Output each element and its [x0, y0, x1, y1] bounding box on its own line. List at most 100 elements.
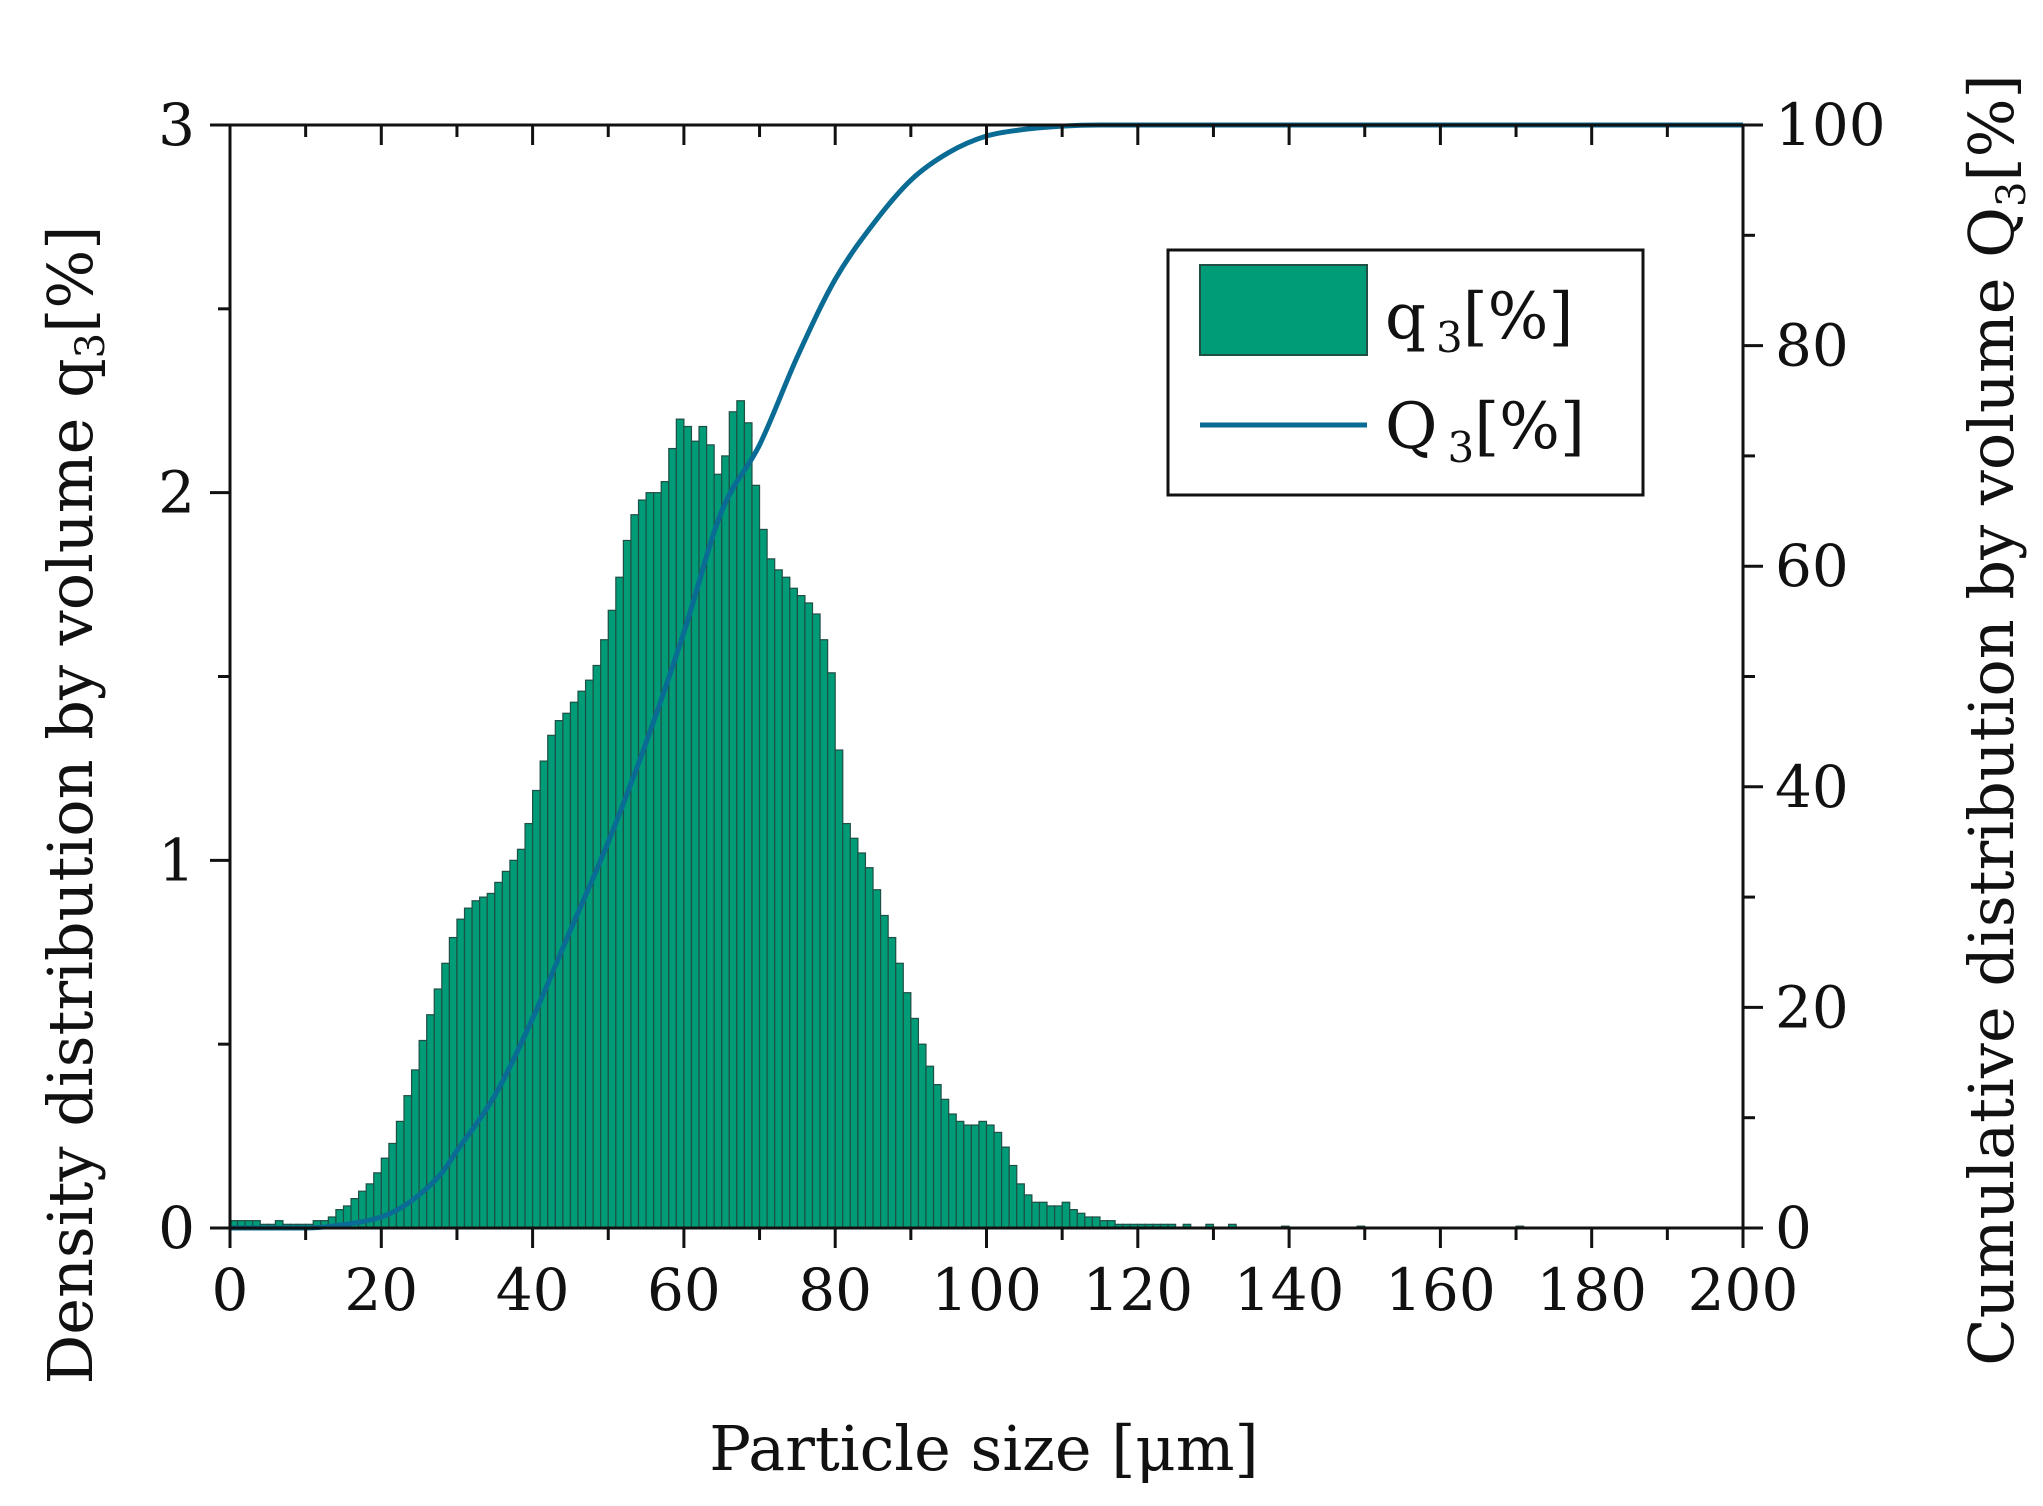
histogram-bar — [902, 992, 912, 1229]
histogram-bar — [486, 892, 496, 1229]
histogram-bar — [554, 720, 564, 1229]
histogram-bar — [978, 1120, 988, 1229]
histogram-bar — [887, 936, 897, 1229]
histogram-bar — [940, 1098, 950, 1229]
histogram-bar — [705, 444, 715, 1229]
x-axis-ticks: 0 20 40 60 80 100 120 140 160 180 200 — [212, 1228, 1799, 1324]
x-tick-label: 120 — [1082, 1256, 1193, 1324]
right-y-axis-title: Cumulative distribution by volume Q3[%] — [1955, 74, 2035, 1365]
histogram-bar — [796, 595, 806, 1229]
histogram-bar — [448, 936, 458, 1229]
histogram-bar — [864, 867, 874, 1229]
histogram-bar — [766, 558, 776, 1229]
right-tick-label: 60 — [1775, 532, 1849, 600]
histogram-bar — [993, 1131, 1003, 1229]
x-tick-label: 160 — [1385, 1256, 1496, 1324]
histogram-bar — [479, 896, 488, 1229]
histogram-bar — [955, 1120, 965, 1229]
histogram-bar — [948, 1113, 957, 1229]
right-y-axis-ticks: 0 20 40 60 80 100 — [1743, 91, 1886, 1262]
cumulative-line-path — [229, 122, 1743, 1231]
right-tick-label: 20 — [1775, 973, 1849, 1041]
histogram-bar — [690, 440, 700, 1229]
histogram-bar — [849, 837, 859, 1229]
histogram-bar — [501, 870, 511, 1229]
legend-label-q3: q 3[%] — [1385, 280, 1573, 362]
histogram-bar — [819, 639, 829, 1229]
legend: q 3[%] Q 3[%] — [1166, 248, 1645, 497]
histogram-bar — [441, 962, 450, 1229]
histogram-bar — [418, 1039, 428, 1229]
histogram-bar — [630, 514, 640, 1229]
histogram-bar — [827, 672, 836, 1229]
histogram-bar — [1076, 1212, 1086, 1229]
x-tick-label: 40 — [496, 1256, 570, 1324]
histogram-bar — [789, 587, 798, 1229]
x-tick-label: 60 — [647, 1256, 721, 1324]
histogram-bar — [410, 1069, 420, 1229]
histogram-bar — [569, 701, 579, 1229]
right-tick-label: 40 — [1775, 753, 1849, 821]
histogram-bar — [683, 425, 693, 1229]
histogram-bar — [970, 1124, 980, 1229]
histogram-bar — [607, 609, 617, 1229]
histogram-bar — [1053, 1205, 1063, 1229]
histogram-bar — [932, 1084, 942, 1229]
histogram-bar — [781, 576, 791, 1229]
histogram-bar — [811, 613, 821, 1229]
histogram-bar — [562, 712, 572, 1229]
legend-swatch-q3 — [1199, 264, 1368, 356]
histogram-bar — [872, 889, 882, 1229]
left-tick-label: 3 — [158, 91, 195, 159]
histogram-bar — [509, 859, 519, 1229]
left-y-axis-ticks: 0 1 2 3 — [158, 91, 230, 1262]
histogram-bar — [721, 455, 730, 1229]
x-axis-title: Particle size [μm] — [709, 1412, 1258, 1485]
histogram-bar — [698, 425, 708, 1229]
histogram-bar — [834, 749, 844, 1229]
histogram-bar — [1001, 1146, 1010, 1229]
histogram-bar — [577, 690, 587, 1229]
histogram-bar — [985, 1124, 995, 1229]
legend-label-Q3: Q 3[%] — [1385, 390, 1585, 472]
histogram-bar — [1031, 1201, 1041, 1229]
histogram-bar — [917, 1043, 927, 1229]
histogram-bar — [494, 881, 503, 1229]
histogram-bar — [728, 411, 738, 1229]
right-tick-label: 100 — [1775, 91, 1886, 159]
histogram-bar — [403, 1095, 413, 1229]
histogram-bar — [433, 988, 443, 1229]
histogram-bar — [1061, 1201, 1071, 1229]
right-tick-label: 0 — [1775, 1194, 1812, 1262]
x-tick-label: 20 — [344, 1256, 418, 1324]
histogram-bar — [645, 492, 655, 1229]
histogram-bar — [1008, 1164, 1018, 1229]
right-tick-label: 80 — [1775, 312, 1849, 380]
x-tick-label: 180 — [1536, 1256, 1647, 1324]
histogram-bar — [736, 400, 746, 1229]
histogram-bar — [743, 422, 753, 1229]
histogram-bar — [925, 1065, 935, 1229]
x-tick-label: 0 — [212, 1256, 249, 1324]
histogram-bar — [857, 852, 867, 1229]
histogram-bar — [456, 918, 466, 1229]
left-tick-label: 0 — [158, 1194, 195, 1262]
histogram-bar — [1091, 1216, 1101, 1229]
histogram-bar — [842, 822, 851, 1229]
left-tick-label: 1 — [158, 826, 195, 894]
histogram-bar — [1084, 1216, 1094, 1229]
x-tick-label: 200 — [1688, 1256, 1799, 1324]
histogram-bar — [895, 962, 904, 1229]
q3-histogram-bars — [229, 400, 1525, 1229]
histogram-bar — [774, 569, 783, 1229]
histogram-bar — [1038, 1201, 1048, 1229]
histogram-bar — [463, 907, 473, 1229]
histogram-bar — [1069, 1209, 1078, 1229]
q3-cumulative-line — [229, 122, 1743, 1231]
histogram-bar — [910, 1017, 920, 1229]
histogram-bar — [471, 900, 481, 1229]
histogram-bar — [637, 499, 647, 1229]
x-tick-label: 100 — [931, 1256, 1042, 1324]
histogram-bar — [653, 492, 662, 1229]
histogram-bar — [622, 539, 632, 1229]
